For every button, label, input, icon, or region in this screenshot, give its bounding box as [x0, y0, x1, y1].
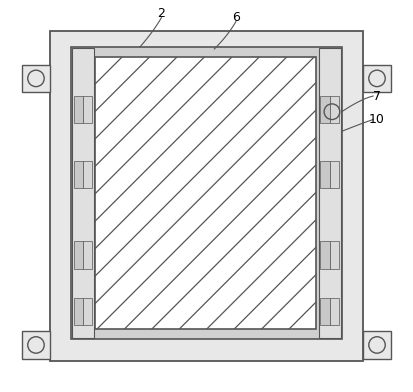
Bar: [83, 241, 93, 269]
Bar: [330, 161, 339, 188]
Bar: [330, 96, 339, 123]
Bar: [74, 241, 83, 269]
Bar: [320, 298, 330, 325]
Bar: [319, 48, 341, 338]
Bar: [74, 298, 83, 325]
Bar: [363, 331, 391, 359]
Bar: [330, 241, 339, 269]
Text: 10: 10: [369, 113, 385, 126]
Bar: [363, 65, 391, 92]
Bar: [320, 96, 330, 123]
Bar: [83, 161, 93, 188]
Bar: [74, 96, 83, 123]
Bar: [320, 241, 330, 269]
Text: 6: 6: [232, 11, 240, 24]
Bar: [50, 31, 363, 361]
Bar: [72, 48, 94, 338]
Bar: [83, 96, 93, 123]
Text: 2: 2: [157, 7, 165, 20]
Bar: [330, 298, 339, 325]
Bar: [22, 65, 50, 92]
Text: 7: 7: [373, 89, 381, 103]
Bar: [71, 47, 342, 339]
Bar: [74, 161, 83, 188]
Bar: [22, 331, 50, 359]
Bar: [95, 57, 316, 329]
Bar: [83, 298, 93, 325]
Bar: [320, 161, 330, 188]
